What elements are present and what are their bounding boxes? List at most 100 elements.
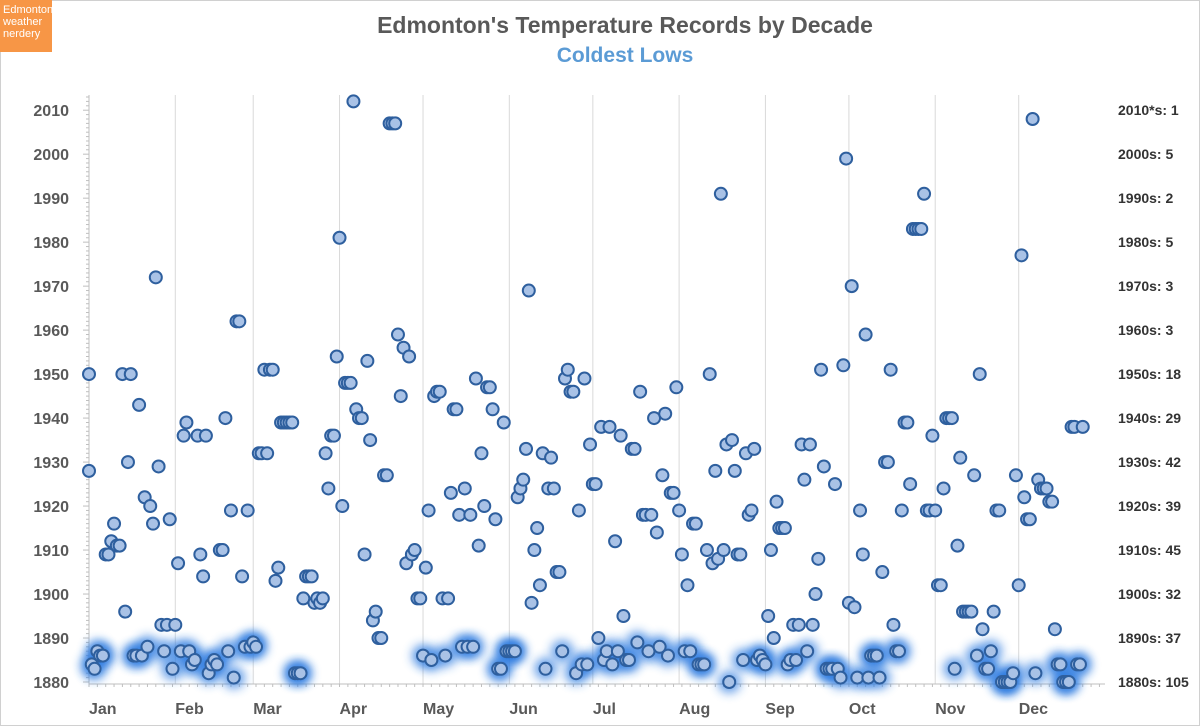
decade-count-label: 1900s: 32: [1118, 586, 1181, 602]
data-point: [507, 644, 522, 659]
data-point: [688, 516, 703, 531]
data-point: [972, 367, 987, 382]
data-point: [875, 565, 890, 580]
data-point: [516, 472, 531, 487]
data-point: [1072, 657, 1087, 672]
data-point: [900, 415, 915, 430]
data-point: [215, 543, 230, 558]
x-tick-label: May: [423, 701, 454, 718]
data-point: [343, 375, 358, 390]
data-point: [221, 644, 236, 659]
data-point: [432, 384, 447, 399]
chart-subtitle: Coldest Lows: [556, 44, 694, 67]
decade-count-label: 1990s: 2: [1118, 190, 1173, 206]
data-point: [524, 595, 539, 610]
data-point: [532, 578, 547, 593]
data-point: [660, 648, 675, 663]
data-point: [146, 516, 161, 531]
data-point: [1006, 666, 1021, 681]
data-point: [858, 327, 873, 342]
data-point: [827, 477, 842, 492]
y-tick-label: 1980: [33, 235, 69, 252]
data-point: [235, 569, 250, 584]
axis-layer: [83, 95, 1105, 687]
data-point: [847, 600, 862, 615]
y-tick-label: 1970: [33, 279, 69, 296]
data-point: [616, 609, 631, 624]
data-point: [814, 362, 829, 377]
grid-layer: [174, 95, 1020, 684]
data-point: [1045, 494, 1060, 509]
data-point: [702, 367, 717, 382]
data-point: [602, 419, 617, 434]
data-point: [833, 670, 848, 685]
data-point: [747, 441, 762, 456]
data-point: [610, 644, 625, 659]
x-tick-label: Apr: [340, 701, 368, 718]
data-point: [151, 459, 166, 474]
data-point: [123, 367, 138, 382]
data-point: [853, 503, 868, 518]
data-point: [944, 411, 959, 426]
data-point: [132, 397, 147, 412]
data-point: [260, 446, 275, 461]
data-point: [577, 371, 592, 386]
data-point: [658, 406, 673, 421]
data-point: [644, 507, 659, 522]
data-point: [925, 428, 940, 443]
decade-count-label: 1960s: 3: [1118, 322, 1173, 338]
data-point: [697, 657, 712, 672]
decade-count-label: 1980s: 5: [1118, 234, 1173, 250]
data-point: [1022, 512, 1037, 527]
data-point: [683, 644, 698, 659]
data-point: [983, 644, 998, 659]
y-tick-label: 1960: [33, 323, 69, 340]
data-point: [566, 384, 581, 399]
data-point: [716, 543, 731, 558]
data-point: [928, 503, 943, 518]
data-point: [321, 481, 336, 496]
data-point: [761, 609, 776, 624]
data-point: [1014, 248, 1029, 263]
data-point: [869, 648, 884, 663]
data-point: [265, 362, 280, 377]
y-tick-label: 1890: [33, 631, 69, 648]
data-point: [120, 455, 135, 470]
data-point: [457, 481, 472, 496]
data-point: [249, 639, 264, 654]
data-point: [354, 411, 369, 426]
data-point: [894, 503, 909, 518]
data-point: [672, 503, 687, 518]
y-tick-label: 1920: [33, 499, 69, 516]
data-point: [802, 437, 817, 452]
data-point: [886, 617, 901, 632]
data-point: [552, 565, 567, 580]
data-point: [474, 446, 489, 461]
x-tick-label: Oct: [849, 701, 876, 718]
data-point: [791, 617, 806, 632]
data-point: [363, 433, 378, 448]
data-point: [187, 653, 202, 668]
data-point: [118, 604, 133, 619]
data-point: [880, 455, 895, 470]
data-point: [1008, 468, 1023, 483]
data-point: [468, 371, 483, 386]
data-point: [424, 653, 439, 668]
data-point: [722, 675, 737, 689]
x-tick-label: Nov: [935, 701, 965, 718]
data-point: [655, 468, 670, 483]
data-point: [699, 543, 714, 558]
data-point: [107, 516, 122, 531]
data-point: [669, 380, 684, 395]
data-point: [903, 477, 918, 492]
data-point: [800, 644, 815, 659]
data-point: [143, 499, 158, 514]
data-point: [157, 644, 172, 659]
data-point: [379, 468, 394, 483]
data-point: [892, 644, 907, 659]
decade-count-label: 1880s: 105: [1118, 674, 1189, 690]
data-point: [763, 543, 778, 558]
data-point: [226, 670, 241, 685]
data-point: [1028, 666, 1043, 681]
data-point: [947, 661, 962, 676]
